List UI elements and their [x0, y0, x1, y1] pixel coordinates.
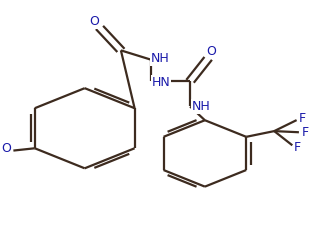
Text: O: O — [90, 15, 100, 28]
Text: HN: HN — [152, 76, 171, 89]
Text: F: F — [299, 112, 306, 125]
Text: F: F — [294, 141, 301, 154]
Text: F: F — [301, 126, 309, 139]
Text: NH: NH — [191, 101, 210, 113]
Text: O: O — [207, 46, 216, 58]
Text: O: O — [1, 142, 11, 155]
Text: NH: NH — [151, 52, 170, 65]
